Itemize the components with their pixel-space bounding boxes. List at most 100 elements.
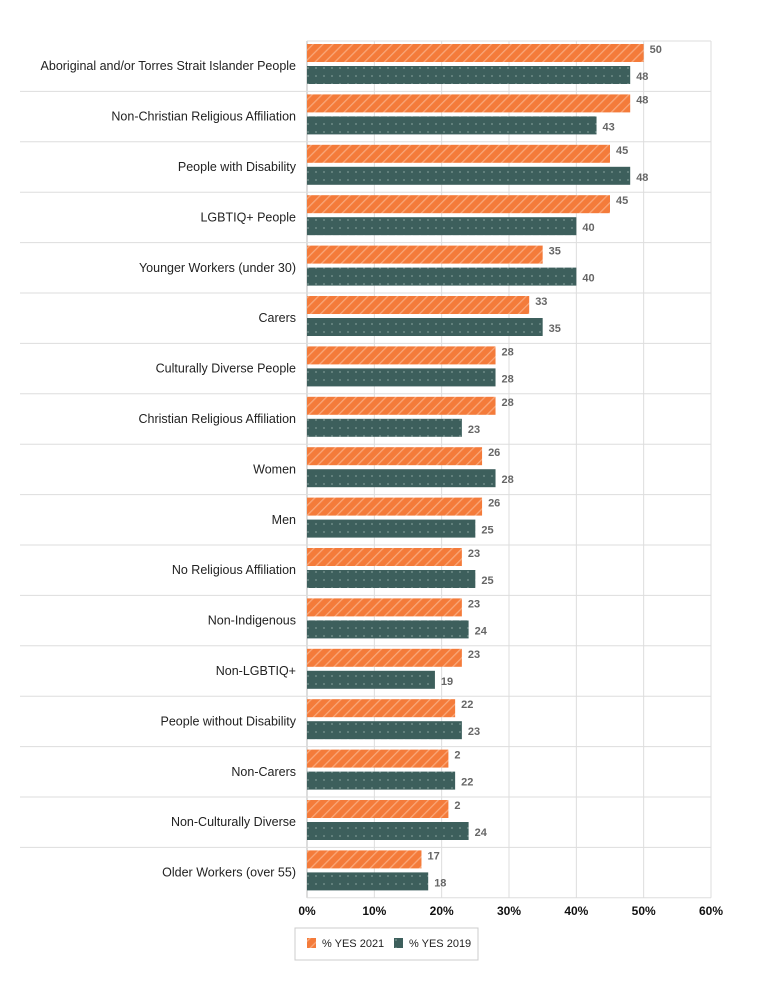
bar-2021 <box>307 648 462 667</box>
bar-2019 <box>307 166 631 185</box>
category-label: Aboriginal and/or Torres Strait Islander… <box>41 59 297 73</box>
category-row: Non-Christian Religious Affiliation 48 43 <box>111 94 648 135</box>
data-label-2019: 25 <box>481 525 493 537</box>
bar-2021 <box>307 850 422 869</box>
bar-2021 <box>307 144 610 163</box>
category-row: Older Workers (over 55) 17 18 <box>162 850 446 891</box>
data-label-2021: 23 <box>468 548 480 560</box>
bar-2021 <box>307 296 530 314</box>
bar-2021 <box>307 396 496 415</box>
category-label: Men <box>272 513 296 527</box>
data-label-2019: 19 <box>441 676 453 688</box>
data-label-2019: 40 <box>582 222 594 234</box>
data-label-2019: 18 <box>434 877 446 889</box>
legend-swatch-2021 <box>307 938 316 948</box>
bar-2019 <box>307 66 631 84</box>
bar-2021 <box>307 346 496 365</box>
bar-2019 <box>307 721 462 740</box>
category-label: LGBTIQ+ People <box>200 210 296 224</box>
data-label-2021: 22 <box>461 699 473 711</box>
data-label-2021: 23 <box>468 598 480 610</box>
bar-2021 <box>307 800 449 818</box>
data-label-2019: 35 <box>549 323 561 335</box>
x-tick-label: 40% <box>564 904 588 918</box>
bar-2021 <box>307 749 449 768</box>
category-row: Culturally Diverse People 28 28 <box>156 346 514 387</box>
data-label-2021: 28 <box>502 397 514 409</box>
bar-2019 <box>307 620 469 639</box>
data-label-2021: 48 <box>636 94 648 106</box>
category-label: Culturally Diverse People <box>156 362 296 376</box>
x-axis-ticks: 0% 10% 20% 30% 40% 50% 60% <box>298 904 723 918</box>
bar-2021 <box>307 447 483 466</box>
data-label-2019: 48 <box>636 172 648 184</box>
bar-2019 <box>307 217 577 236</box>
data-label-2021: 28 <box>502 346 514 358</box>
bar-2021 <box>307 598 462 617</box>
category-row: Carers 33 35 <box>258 296 561 336</box>
bar-2019 <box>307 670 435 689</box>
category-label: Carers <box>258 311 296 325</box>
category-label: Christian Religious Affiliation <box>139 412 297 426</box>
x-tick-label: 50% <box>632 904 656 918</box>
data-label-2019: 24 <box>475 827 488 839</box>
data-label-2019: 23 <box>468 424 480 436</box>
bar-2021 <box>307 548 462 566</box>
category-row: No Religious Affiliation 23 25 <box>172 548 494 588</box>
bar-2021 <box>307 195 610 214</box>
category-row: Non-LGBTIQ+ 23 19 <box>216 648 480 689</box>
bar-2019 <box>307 570 476 588</box>
data-label-2021: 2 <box>454 750 460 762</box>
data-label-2019: 43 <box>603 121 615 133</box>
data-label-2021: 23 <box>468 649 480 661</box>
category-label: Non-Carers <box>231 765 296 779</box>
category-label: Non-LGBTIQ+ <box>216 664 296 678</box>
data-label-2019: 40 <box>582 273 594 285</box>
data-label-2021: 17 <box>427 850 439 862</box>
category-row: Christian Religious Affiliation 28 23 <box>139 396 514 437</box>
data-label-2021: 50 <box>650 44 662 56</box>
data-label-2019: 24 <box>475 625 488 637</box>
bar-2019 <box>307 771 456 790</box>
bar-2019 <box>307 519 476 538</box>
gridlines <box>20 40 712 899</box>
bar-2021 <box>307 245 543 264</box>
category-label: Non-Culturally Diverse <box>171 815 296 829</box>
category-label: Younger Workers (under 30) <box>139 261 296 275</box>
category-label: Older Workers (over 55) <box>162 866 296 880</box>
category-label: No Religious Affiliation <box>172 563 296 577</box>
data-label-2021: 45 <box>616 145 628 157</box>
x-tick-label: 0% <box>298 904 316 918</box>
data-label-2021: 2 <box>454 800 460 812</box>
x-tick-label: 10% <box>362 904 386 918</box>
data-label-2019: 23 <box>468 726 480 738</box>
legend-label-2021: % YES 2021 <box>322 938 384 950</box>
category-row: Men 26 25 <box>272 497 500 538</box>
bar-2019 <box>307 267 577 286</box>
data-label-2019: 25 <box>481 575 493 587</box>
category-row: Aboriginal and/or Torres Strait Islander… <box>41 44 662 84</box>
bar-2019 <box>307 318 543 336</box>
legend-label-2019: % YES 2019 <box>409 938 471 950</box>
data-label-2021: 26 <box>488 498 500 510</box>
category-rows: Aboriginal and/or Torres Strait Islander… <box>41 44 662 891</box>
bar-2019 <box>307 418 462 437</box>
legend: % YES 2021 % YES 2019 <box>294 927 479 961</box>
data-label-2019: 22 <box>461 777 473 789</box>
category-row: Non-Indigenous 23 24 <box>208 598 488 639</box>
x-tick-label: 60% <box>699 904 723 918</box>
data-label-2021: 35 <box>549 246 561 258</box>
x-tick-label: 30% <box>497 904 521 918</box>
bar-2021 <box>307 497 483 516</box>
bar-2019 <box>307 116 597 135</box>
bar-2021 <box>307 94 631 113</box>
bar-2021 <box>307 699 456 718</box>
category-row: LGBTIQ+ People 45 40 <box>200 195 628 236</box>
category-row: Non-Culturally Diverse 2 24 <box>171 800 488 840</box>
data-label-2019: 48 <box>636 71 648 83</box>
category-label: People with Disability <box>178 160 297 174</box>
legend-swatch-2019 <box>394 938 403 948</box>
bar-2019 <box>307 368 496 387</box>
data-label-2019: 28 <box>502 474 514 486</box>
